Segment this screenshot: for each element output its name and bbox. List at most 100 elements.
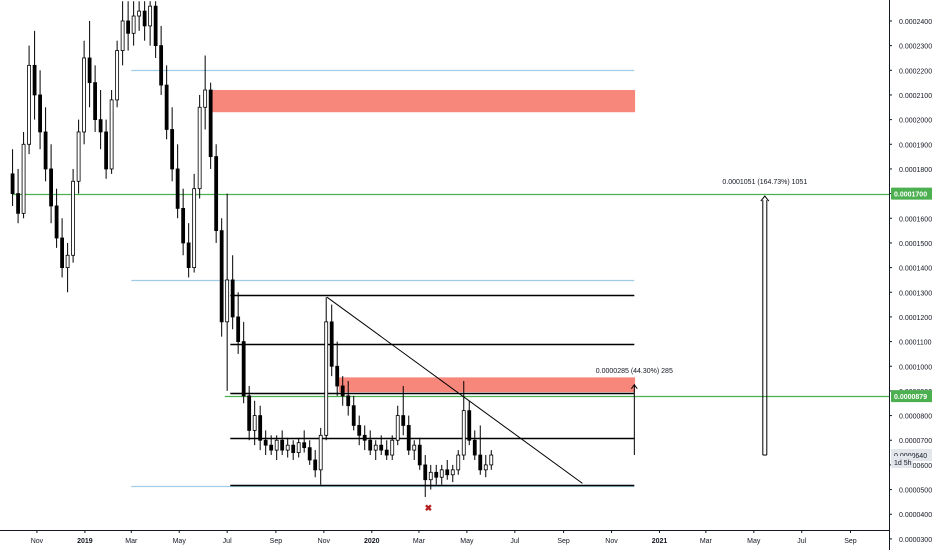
y-tick-label: 0.0002300 <box>899 44 932 51</box>
candle <box>197 94 202 199</box>
candle <box>417 437 422 470</box>
y-tick-label: 0.0000400 <box>899 512 932 519</box>
candle-body <box>120 20 125 51</box>
candle-body <box>368 439 373 451</box>
candle <box>164 65 169 140</box>
candle <box>203 55 208 130</box>
candle <box>489 450 494 470</box>
candle-body <box>76 131 81 182</box>
x-tick-label: Sep <box>844 538 857 545</box>
candle <box>170 107 175 182</box>
x-tick-label: Mar <box>413 538 426 545</box>
candle-body <box>115 50 120 101</box>
candle <box>87 20 92 108</box>
measure-label: 0.0001051 (164.73%) 1051 <box>722 179 807 186</box>
candle-body <box>467 410 472 441</box>
candle-body <box>49 168 53 207</box>
candle <box>379 435 384 456</box>
candle <box>247 385 252 441</box>
candle-body <box>258 415 263 441</box>
candle-body <box>478 454 483 471</box>
candle <box>291 440 296 460</box>
candle-body <box>87 57 92 84</box>
candle <box>467 400 472 446</box>
candle-body <box>27 64 31 145</box>
candle <box>137 1 142 31</box>
candle-body <box>153 5 158 47</box>
candle <box>32 30 37 120</box>
candle-body <box>236 316 241 342</box>
candle <box>98 90 103 150</box>
candle-body <box>291 444 296 453</box>
candle-body <box>186 242 191 269</box>
candle-body <box>65 254 70 269</box>
candle <box>401 385 406 436</box>
candle-body <box>38 94 42 133</box>
candle <box>186 223 191 278</box>
x-tick-label: 2020 <box>364 538 380 545</box>
candle <box>252 400 257 446</box>
candle-body <box>32 64 37 96</box>
candle <box>390 435 395 460</box>
x-tick-label: Nov <box>31 538 44 545</box>
candle <box>296 437 301 458</box>
x-tick-label: Sep <box>270 538 283 545</box>
candle <box>159 25 164 95</box>
candle-body <box>197 106 202 190</box>
y-tick-label: 0.0001300 <box>899 290 932 297</box>
candle <box>373 440 378 460</box>
measure-label: 0.0000285 (44.30%) 285 <box>596 368 673 375</box>
candle-body <box>340 385 345 397</box>
y-tick-label: 0.0002200 <box>899 68 932 75</box>
candle-body <box>483 464 488 471</box>
x-tick-label: Jul <box>510 538 519 545</box>
candle <box>142 1 147 41</box>
candle <box>148 1 153 46</box>
candle-body <box>181 208 186 244</box>
candle <box>54 188 59 248</box>
candle <box>153 1 158 58</box>
candle-body <box>21 143 26 214</box>
candle-body <box>318 434 323 471</box>
candle <box>10 149 15 206</box>
candle <box>406 415 411 456</box>
y-tick-label: 0.0001200 <box>899 315 932 322</box>
x-tick-label: 2021 <box>652 538 668 545</box>
y-tick-label: 0.0002100 <box>899 93 932 100</box>
y-tick-label: 0.0001500 <box>899 241 932 248</box>
candle <box>263 430 268 456</box>
candle <box>368 430 373 456</box>
candle-body <box>395 415 400 441</box>
y-tick-label: 0.0002400 <box>899 19 932 26</box>
candle <box>340 376 345 406</box>
candle-body <box>489 454 494 466</box>
y-tick-label: 0.0001000 <box>899 364 932 371</box>
x-marker: ✖ <box>425 503 433 513</box>
price-label-countdown-bg <box>891 455 913 468</box>
candle <box>280 430 285 456</box>
candle-body <box>357 425 362 436</box>
candle-body <box>148 5 153 27</box>
candle-body <box>16 193 20 214</box>
candle <box>439 464 444 485</box>
candle <box>16 168 20 224</box>
candle <box>395 405 400 446</box>
candle-body <box>307 447 312 461</box>
y-tick-label: 0.0000800 <box>899 414 932 421</box>
candle-body <box>192 188 197 269</box>
candle <box>214 144 219 243</box>
candle <box>285 437 290 458</box>
x-tick-label: Jul <box>797 538 806 545</box>
candle-body <box>93 82 98 121</box>
candle-body <box>406 425 411 451</box>
candle <box>241 321 246 404</box>
candle <box>445 459 450 480</box>
candle-body <box>417 444 422 466</box>
x-tick-label: May <box>460 538 474 545</box>
candle <box>131 1 136 46</box>
y-tick-label: 0.0001100 <box>899 340 932 347</box>
candle-body <box>203 89 208 108</box>
candle-body <box>208 89 213 158</box>
